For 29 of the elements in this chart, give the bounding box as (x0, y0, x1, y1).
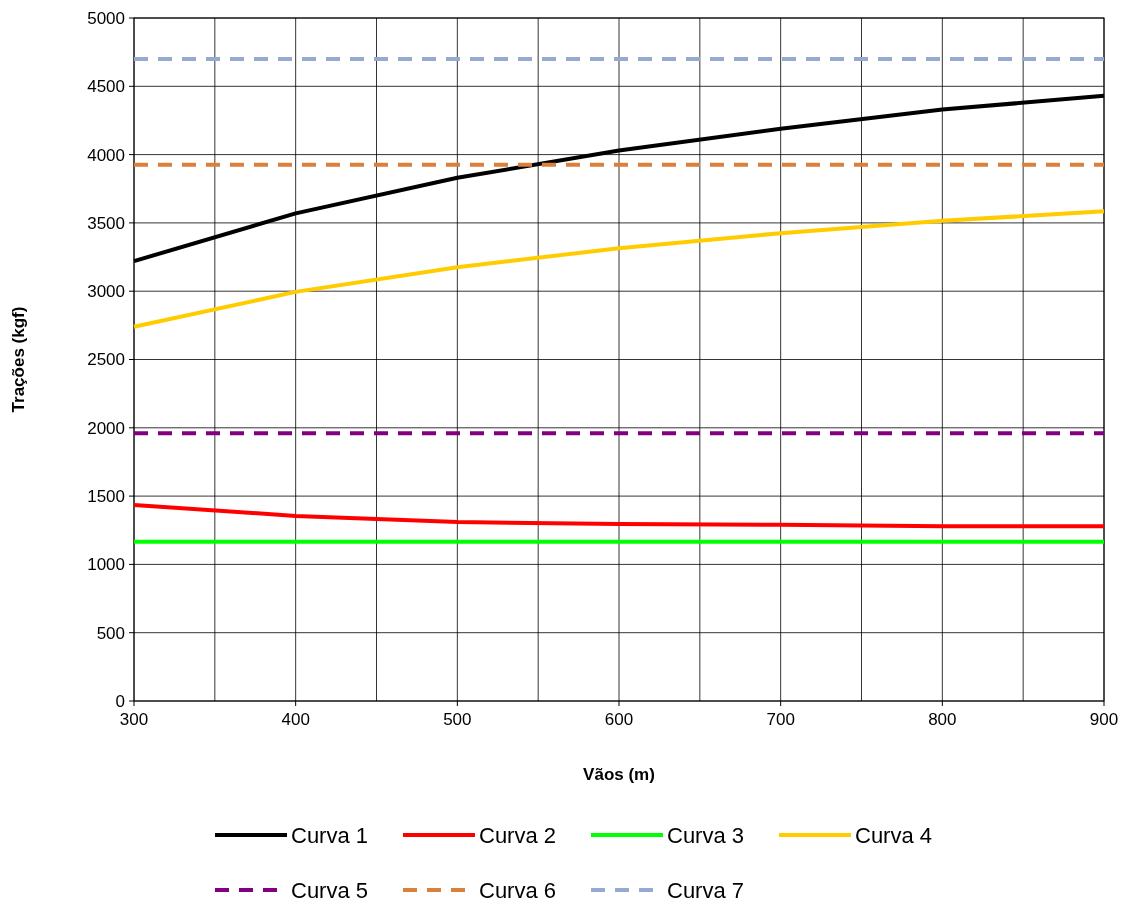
y-tick-label: 0 (115, 691, 125, 711)
x-tick-label: 700 (766, 710, 795, 729)
y-tick-label: 5000 (87, 8, 125, 28)
y-tick-label: 500 (96, 623, 125, 643)
x-tick-label: 300 (119, 710, 149, 729)
legend-label: Curva 3 (667, 822, 745, 848)
y-tick-label: 2500 (87, 350, 125, 370)
y-axis-title: Trações (kgf) (9, 306, 28, 413)
legend-label: Curva 6 (479, 877, 557, 903)
legend-label: Curva 7 (667, 877, 745, 903)
x-tick-label: 500 (443, 710, 472, 729)
x-axis-title: Vãos (m) (583, 765, 655, 784)
y-tick-label: 1000 (87, 555, 125, 575)
legend-label: Curva 1 (291, 822, 369, 848)
y-tick-label: 3000 (87, 282, 125, 302)
y-tick-label: 1500 (87, 487, 125, 507)
legend-label: Curva 4 (855, 822, 933, 848)
line-series (132, 209, 1106, 329)
x-tick-label: 400 (281, 710, 310, 729)
x-tick-label: 600 (604, 710, 634, 729)
y-tick-label: 4000 (87, 145, 125, 165)
line-series (132, 502, 1106, 529)
legend-label: Curva 2 (479, 822, 557, 848)
y-tick-label: 4500 (87, 77, 125, 97)
y-tick-label: 3500 (87, 213, 125, 233)
y-tick-label: 2000 (87, 418, 125, 438)
x-tick-label: 800 (928, 710, 957, 729)
x-tick-label: 900 (1089, 710, 1119, 729)
legend-label: Curva 5 (291, 877, 369, 903)
